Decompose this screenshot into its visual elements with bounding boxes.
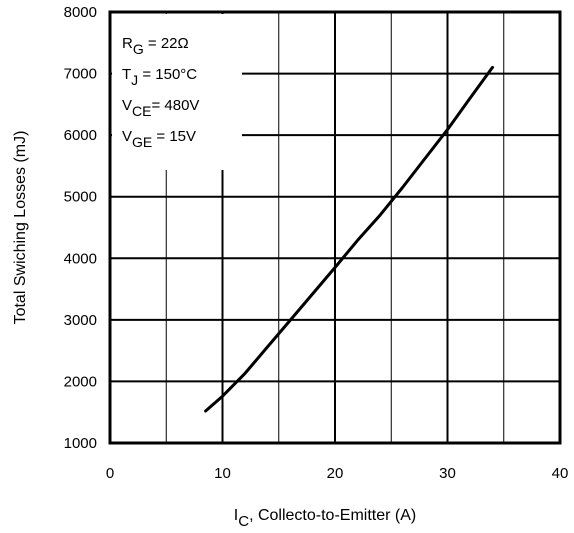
series-group: [204, 65, 494, 413]
x-tick-label: 20: [327, 465, 344, 482]
x-tick-label: 40: [552, 465, 569, 482]
y-tick-label: 5000: [64, 189, 97, 206]
y-tick-labels: 1000 2000 3000 4000 5000 6000 7000 8000: [64, 4, 97, 452]
plot-frame: [108, 10, 562, 445]
condition-label: RG = 22Ω: [122, 35, 189, 57]
y-tick-label: 4000: [64, 250, 97, 267]
y-tick-label: 8000: [64, 4, 97, 21]
x-tick-label: 0: [106, 465, 114, 482]
y-tick-label: 2000: [64, 373, 97, 390]
conditions-box: [112, 14, 242, 170]
condition-label: TJ = 150°C: [122, 66, 197, 88]
condition-label: VCE= 480V: [122, 97, 199, 119]
y-axis-label: Total Swiching Losses (mJ): [12, 131, 29, 325]
y-tick-label: 6000: [64, 127, 97, 144]
y-tick-label: 7000: [64, 66, 97, 83]
conditions-legend: RG = 22Ω TJ = 150°C VCE= 480V VGE = 15V: [122, 35, 199, 150]
series-line: [204, 65, 494, 413]
y-tick-label: 3000: [64, 312, 97, 329]
condition-label: VGE = 15V: [122, 128, 196, 150]
y-tick-label: 1000: [64, 435, 97, 452]
x-tick-label: 10: [214, 465, 231, 482]
x-tick-labels: 0 10 20 30 40: [106, 465, 569, 482]
x-axis-label: IC, Collecto-to-Emitter (A): [234, 507, 416, 530]
x-tick-label: 30: [439, 465, 456, 482]
